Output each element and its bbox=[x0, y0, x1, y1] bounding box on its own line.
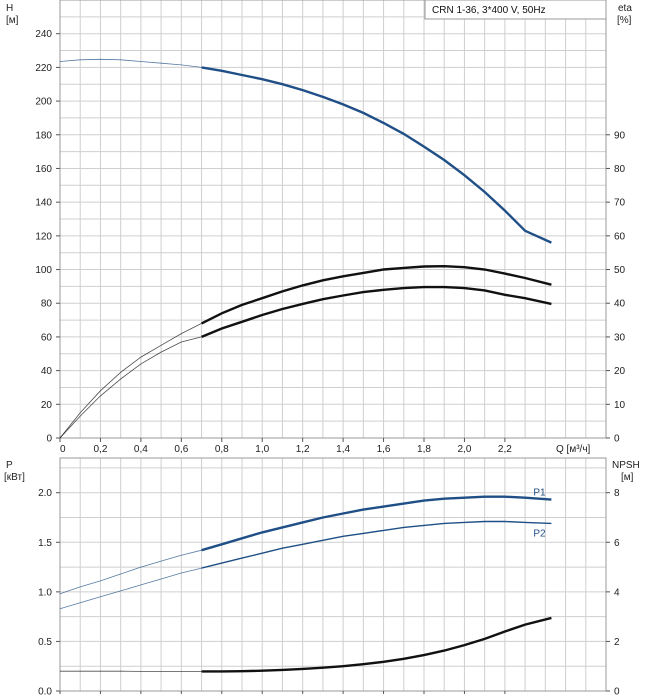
series-label-p1: P1 bbox=[533, 488, 546, 499]
left-tick-label: 180 bbox=[35, 130, 52, 141]
p1-curve bbox=[201, 495, 552, 552]
x-tick-label: 0,6 bbox=[174, 444, 188, 455]
x-tick-label: 1,4 bbox=[336, 444, 350, 455]
right-tick-label: 0 bbox=[614, 687, 620, 698]
series-2-curve bbox=[201, 285, 552, 339]
bottom-series bbox=[59, 495, 552, 673]
x-tick-label: 0 bbox=[60, 444, 66, 455]
right-tick-label: 50 bbox=[614, 265, 626, 276]
series-0-curve-extrapolated bbox=[59, 58, 202, 68]
right-tick-label: 40 bbox=[614, 299, 626, 310]
top-right-axis-title: eta bbox=[618, 3, 632, 14]
series-label-p2: P2 bbox=[533, 528, 546, 539]
x-tick-label: 0,2 bbox=[93, 444, 107, 455]
left-tick-label: 20 bbox=[41, 400, 53, 411]
left-tick-label: 140 bbox=[35, 198, 52, 209]
x-tick-label: 2,0 bbox=[457, 444, 471, 455]
p2-curve-extrapolated bbox=[59, 567, 202, 610]
bottom-series-labels: P1 P2 bbox=[533, 488, 546, 540]
bottom-left-axis-unit: [кВт] bbox=[4, 472, 25, 483]
x-tick-label: 0,8 bbox=[215, 444, 229, 455]
left-tick-label: 1.5 bbox=[38, 538, 52, 549]
legend-text: CRN 1-36, 3*400 V, 50Hz bbox=[432, 5, 546, 16]
bottom-left-axis-title: P bbox=[6, 460, 13, 471]
series-1-curve-extrapolated bbox=[59, 323, 202, 439]
right-tick-label: 20 bbox=[614, 366, 626, 377]
p1-curve-extrapolated bbox=[59, 549, 202, 595]
left-tick-label: 0.5 bbox=[38, 637, 52, 648]
x-axis-label: Q [м³/ч] bbox=[556, 444, 591, 455]
right-tick-label: 90 bbox=[614, 130, 626, 141]
left-tick-label: 80 bbox=[41, 299, 53, 310]
top-left-axis-ticks: 0 20 40 60 80 100 120 140 160 180 200 220 240 bbox=[35, 29, 60, 445]
legend-box: CRN 1-36, 3*400 V, 50Hz bbox=[424, 0, 607, 20]
top-left-axis-unit: [м] bbox=[6, 15, 19, 26]
left-tick-label: 60 bbox=[41, 332, 53, 343]
right-tick-label: 4 bbox=[614, 587, 620, 598]
left-tick-label: 120 bbox=[35, 231, 52, 242]
left-tick-label: 160 bbox=[35, 164, 52, 175]
x-axis-ticks: 0 0,2 0,4 0,6 0,8 1,0 1,2 1,4 1,6 1,8 2,0 2,2 bbox=[59, 438, 512, 455]
left-tick-label: 2.0 bbox=[38, 488, 52, 499]
left-tick-label: 100 bbox=[35, 265, 52, 276]
left-tick-label: 240 bbox=[35, 29, 52, 40]
head-efficiency-panel: 0 20 40 60 80 100 120 140 160 180 200 220 240 0 10 20 3… bbox=[6, 0, 632, 455]
bottom-grid bbox=[60, 458, 606, 691]
x-tick-label: 1,6 bbox=[377, 444, 391, 455]
bottom-right-axis-unit: [м] bbox=[621, 472, 634, 483]
left-tick-label: 1.0 bbox=[38, 587, 52, 598]
top-right-axis-ticks: 0 10 20 30 40 50 60 70 80 90 bbox=[606, 130, 626, 445]
p2-curve bbox=[201, 520, 552, 569]
npsh-curve bbox=[201, 616, 552, 673]
right-tick-label: 30 bbox=[614, 332, 626, 343]
left-tick-label: 200 bbox=[35, 97, 52, 108]
top-grid bbox=[60, 0, 606, 438]
top-left-axis-title: H bbox=[6, 3, 13, 14]
series-0-curve bbox=[201, 66, 552, 244]
legend-frame bbox=[424, 0, 607, 20]
right-tick-label: 70 bbox=[614, 198, 626, 209]
bottom-plot-frame bbox=[59, 457, 607, 692]
right-tick-label: 10 bbox=[614, 400, 626, 411]
x-tick-label: 1,0 bbox=[255, 444, 269, 455]
right-tick-label: 2 bbox=[614, 637, 620, 648]
x-tick-label: 0,4 bbox=[134, 444, 148, 455]
left-tick-label: 0.0 bbox=[38, 687, 52, 698]
bottom-left-axis-ticks: 0.0 0.5 1.0 1.5 2.0 bbox=[38, 488, 506, 698]
bottom-right-axis-title: NPSH bbox=[612, 460, 640, 471]
x-tick-label: 2,2 bbox=[498, 444, 512, 455]
left-tick-label: 220 bbox=[35, 63, 52, 74]
x-tick-label: 1,8 bbox=[417, 444, 431, 455]
left-tick-label: 0 bbox=[46, 434, 52, 445]
top-right-axis-unit: [%] bbox=[617, 15, 632, 26]
bottom-right-axis-ticks: 0 2 4 6 8 bbox=[606, 488, 620, 698]
right-tick-label: 80 bbox=[614, 164, 626, 175]
right-tick-label: 8 bbox=[614, 488, 620, 499]
left-tick-label: 40 bbox=[41, 366, 53, 377]
series-2-curve-extrapolated bbox=[59, 336, 202, 439]
top-series bbox=[59, 58, 552, 439]
right-tick-label: 0 bbox=[614, 434, 620, 445]
x-tick-label: 1,2 bbox=[296, 444, 310, 455]
series-1-curve bbox=[201, 264, 552, 325]
top-plot-frame bbox=[59, 0, 607, 439]
right-tick-label: 6 bbox=[614, 538, 620, 549]
right-tick-label: 60 bbox=[614, 231, 626, 242]
